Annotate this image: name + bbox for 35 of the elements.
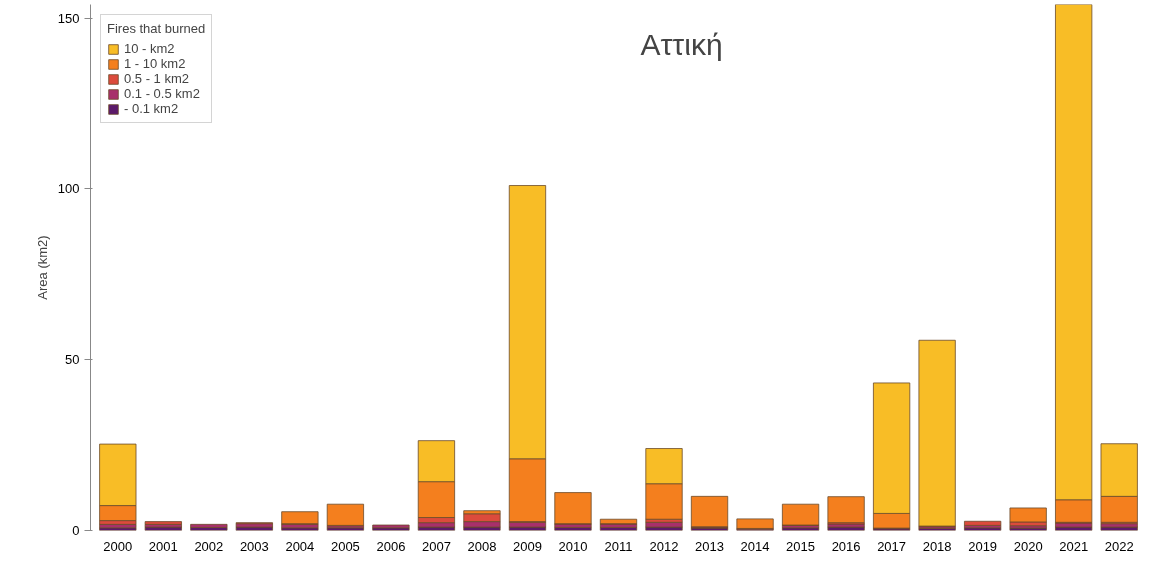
y-tick-label: 0 [72, 523, 80, 538]
x-tick-label: 2004 [285, 538, 315, 554]
x-tick-label: 2016 [831, 538, 861, 554]
x-tick-label: 2017 [877, 538, 907, 554]
x-tick-label: 2011 [604, 538, 633, 554]
x-tick-label: 2009 [513, 538, 542, 554]
text: Αττική [640, 27, 723, 61]
x-tick-label: 2006 [376, 538, 406, 554]
legend-title: Fires that burned [107, 21, 206, 36]
legend-label: 10 - km2 [124, 41, 175, 56]
x-tick-label: 2022 [1104, 538, 1134, 554]
x-tick-label: 2012 [649, 538, 679, 554]
legend-label: 0.1 - 0.5 km2 [124, 86, 200, 101]
y-axis-title: Area (km2) [34, 235, 50, 300]
x-tick-label: 2019 [968, 538, 998, 554]
x-tick-label: 2010 [558, 538, 588, 554]
legend-label: - 0.1 km2 [124, 101, 179, 116]
x-tick-label: 2002 [194, 538, 224, 554]
y-tick-label: 100 [57, 181, 80, 197]
x-tick-label: 2001 [148, 538, 178, 554]
x-tick-label: 2003 [239, 538, 269, 554]
x-tick-label: 2005 [330, 538, 360, 554]
x-tick-label: 2013 [695, 538, 724, 554]
x-tick-label: 2000 [103, 538, 133, 554]
x-tick-label: 2021 [1059, 538, 1089, 554]
x-tick-label: 2018 [922, 538, 952, 554]
x-tick-label: 2007 [421, 538, 451, 554]
y-tick-label: 50 [65, 352, 80, 368]
x-tick-label: 2008 [467, 538, 497, 554]
legend-label: 0.5 - 1 km2 [124, 71, 190, 86]
x-tick-label: 2015 [786, 538, 816, 554]
x-tick-label: 2014 [740, 538, 770, 554]
x-tick-label: 2020 [1013, 538, 1043, 554]
y-tick-label: 150 [57, 10, 80, 26]
legend-label: 1 - 10 km2 [124, 56, 186, 71]
